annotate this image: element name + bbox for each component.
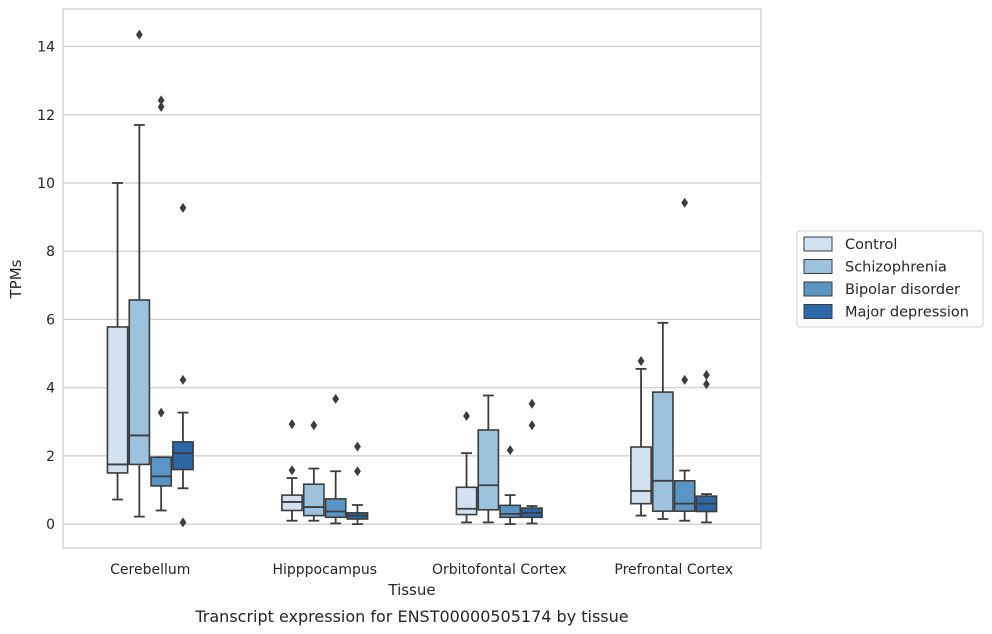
box-groups [106,29,718,528]
legend-label: Bipolar disorder [845,282,960,298]
outlier-point [179,202,187,213]
series-major-depression [172,202,718,528]
box-group [172,202,194,528]
box-group [455,410,478,524]
x-tick-label: Prefrontal Cortex [614,562,733,578]
outlier-point [332,393,340,404]
outlier-point [637,356,645,367]
outlier-point [681,374,689,385]
legend: Control Schizophrenia Bipolar disorder Majo… [796,230,984,328]
box [302,483,325,517]
y-axis-label: TPMs [7,259,25,299]
outlier-point [179,374,187,385]
box-group [695,370,718,524]
x-axis-ticks: Cerebellum Hipppocampus Orbitofontal Corte… [110,562,733,578]
outlier-point [157,95,165,106]
legend-swatch [803,281,833,297]
legend-swatch [803,236,833,252]
legend-label: Major depression [845,305,969,321]
y-tick-label: 4 [46,381,55,397]
legend-swatch [803,259,833,274]
legend-swatch [803,304,833,319]
box [499,504,522,519]
box-group [346,441,369,526]
y-tick-label: 10 [37,176,55,192]
x-tick-label: Hipppocampus [272,562,377,578]
outlier-point [354,466,361,477]
x-tick-label: Cerebellum [110,562,190,578]
box [477,429,500,511]
y-tick-label: 12 [37,108,55,124]
legend-label: Control [845,237,897,253]
chart-caption: Transcript expression for ENST0000050517… [194,607,628,626]
box-group [128,29,151,518]
outlier-point [179,517,187,528]
box-group [106,182,129,501]
outlier-point [703,379,710,390]
box [128,299,151,466]
box [324,498,347,519]
y-tick-label: 8 [46,244,55,260]
box-group [673,197,696,522]
outlier-point [354,441,361,452]
y-axis-ticks: 0 2 4 6 8 10 12 14 [37,40,55,534]
outlier-point [288,419,296,430]
outlier-point [703,370,710,381]
box [455,486,478,516]
box-group [302,420,325,522]
box [150,456,173,487]
y-tick-label: 6 [46,312,55,328]
box-group [150,95,173,512]
outlier-point [135,29,143,40]
outlier-point [463,410,470,421]
series-bipolar-disorder [150,95,696,526]
y-tick-label: 2 [46,449,55,465]
legend-label: Schizophrenia [845,260,947,276]
box-group [281,419,303,522]
box-group [499,445,522,526]
box [673,479,696,512]
box [630,446,652,505]
outlier-point [681,197,689,208]
outlier-point [528,398,536,409]
box [651,391,674,512]
y-tick-label: 14 [37,40,55,56]
box-group [651,321,674,520]
outlier-point [310,420,318,431]
box-group [324,393,347,525]
legend-frame [796,230,984,328]
outlier-point [157,407,165,418]
outlier-point [506,445,514,456]
outlier-point [528,420,536,431]
series-control [106,182,652,524]
x-axis-label: Tissue [387,581,435,599]
box [172,441,194,471]
box [106,326,129,474]
box-group [521,398,543,525]
box-group [630,356,652,517]
outlier-point [157,101,165,112]
y-tick-label: 0 [46,517,55,533]
outlier-point [288,465,296,476]
box-group [477,394,500,524]
series-schizophrenia [128,29,674,524]
x-tick-label: Orbitofontal Cortex [432,562,567,578]
